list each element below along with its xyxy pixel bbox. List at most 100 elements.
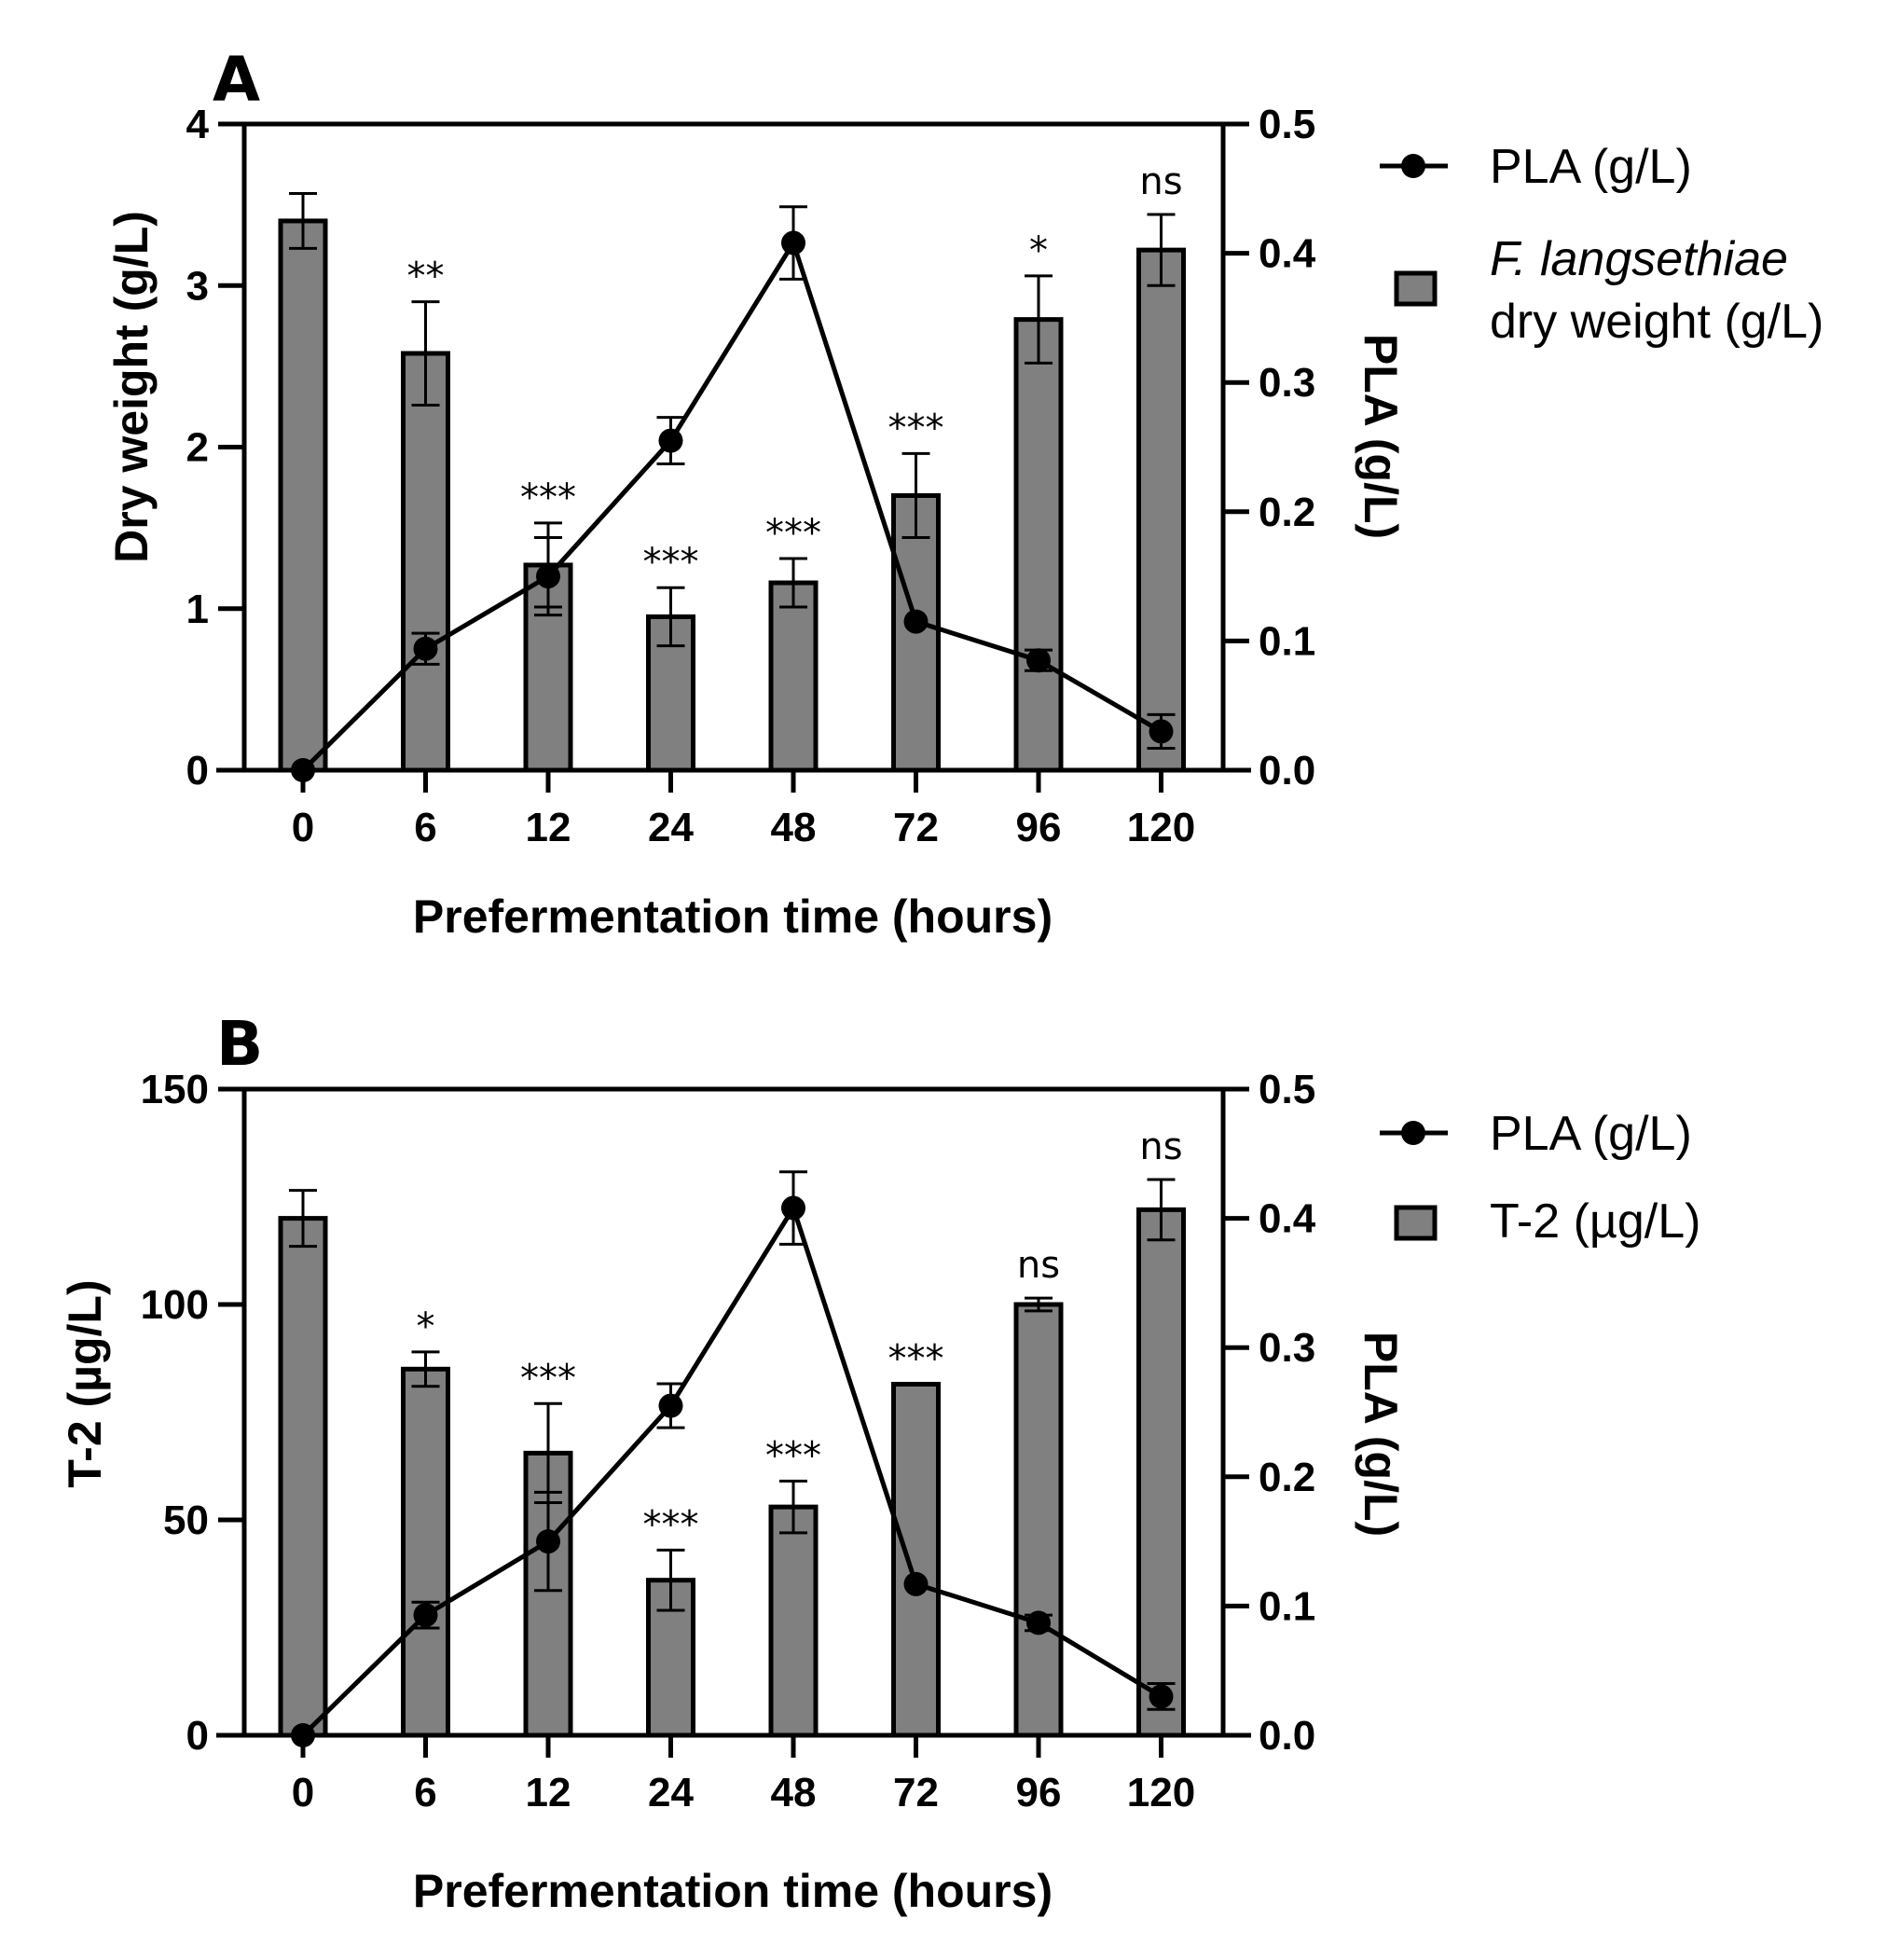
chart-b-bar-48 [768,1504,819,1738]
chart-a-significance-48: *** [765,512,821,555]
chart-b-significance-120: ns [1139,1125,1182,1168]
chart-a-y2-axis-label: PLA (g/L) [1355,334,1407,539]
chart-a-pla-polyline [301,237,1163,772]
chart-b-pla-line [291,1170,1176,1747]
chart-a-y2-tick-label: 0.0 [1259,748,1315,794]
panel-b: B 0 50 100 150 0.0 0.1 0.2 0.3 0.4 0.5 0 6 12 24 48 72 9… [0,965,1899,1945]
chart-a-bar-errors [289,191,1176,648]
chart-a-bar-error-24 [656,586,685,648]
chart-a-bar-error-120 [1147,213,1176,287]
chart-b-bar-error-0 [289,1189,317,1249]
chart-a-y-axis-label: Dry weight (g/L) [105,211,158,563]
chart-a-pla-point-48 [781,230,805,255]
chart-b-significance-6: * [417,1305,435,1348]
chart-a-significance-6: ** [407,255,445,298]
chart-a-bars [278,218,1186,773]
chart-a-bar-error-96 [1025,274,1053,365]
chart-b-bar-120 [1136,1207,1186,1738]
chart-b-x-axis-label: Prefermentation time (hours) [413,1865,1053,1917]
chart-a-bar-96 [1013,317,1064,773]
chart-b-svg: B 0 50 100 150 0.0 0.1 0.2 0.3 0.4 0.5 0 6 12 24 48 72 9… [59,1008,1700,1917]
chart-b-bar-error-6 [411,1350,440,1388]
chart-b-pla-point-12 [536,1529,560,1554]
chart-a-bar-error-72 [901,451,930,540]
chart-b-significance-72: *** [888,1337,944,1380]
panel-a: A 0 1 2 3 4 0.0 0.1 0.2 0.3 0.4 0.5 0 6 12 24 48 72 96 120… [105,44,1823,943]
chart-b-y2-tick-label: 0.4 [1259,1196,1316,1242]
chart-a-bar-6 [401,351,450,773]
chart-b-y2-tick-label: 0.5 [1259,1067,1315,1112]
chart-a-y-tick-label: 3 [186,263,209,309]
chart-a-pla-line [291,205,1176,782]
legend-a-bar-swatch [1394,270,1438,307]
chart-a-pla-point-24 [658,428,683,453]
chart-a-x-tick-label-6: 6 [414,805,436,850]
chart-b-bar-96 [1013,1302,1064,1738]
chart-b-x-tick-label-96: 96 [1016,1770,1062,1815]
chart-b-y-tick-label: 150 [141,1067,209,1112]
chart-b-y2-tick-label: 0.0 [1259,1713,1315,1759]
panel-b-label: B [216,1008,263,1080]
chart-b-legend: PLA (g/L) T-2 (µg/L) [1380,1107,1700,1249]
chart-a-bar-error-48 [779,557,807,609]
chart-b-y-tick-label: 0 [186,1713,209,1759]
chart-b-x-tick-label-48: 48 [771,1770,817,1815]
chart-b-significance-48: *** [765,1434,821,1477]
chart-b-x-tick-label-120: 120 [1127,1770,1195,1815]
chart-a-pla-point-72 [903,609,929,634]
chart-a-x-tick-label-0: 0 [292,805,314,850]
chart-b-pla-point-24 [658,1393,683,1418]
chart-a-legend: PLA (g/L) F. langsethiae dry weight (g/L… [1380,140,1823,349]
chart-a-x-axis-label: Prefermentation time (hours) [413,890,1053,943]
chart-b-y-axis-label: T-2 (µg/L) [59,1279,111,1487]
chart-a-pla-point-120 [1149,719,1174,744]
chart-a-significance-24: *** [643,541,699,584]
legend-a-line-label: PLA (g/L) [1490,140,1692,194]
chart-a-y2-tick-label: 0.5 [1259,102,1315,147]
chart-a-x-tick-label-72: 72 [893,805,939,850]
chart-a-x-tick-label-24: 24 [648,805,694,850]
chart-b-x-tick-label-24: 24 [648,1770,694,1815]
legend-b-line-label: PLA (g/L) [1490,1107,1692,1161]
chart-b-bar-error-48 [779,1479,807,1535]
chart-b-significance-24: *** [643,1503,699,1546]
chart-b-pla-polyline [301,1202,1163,1737]
chart-a-significance-120: ns [1139,160,1182,203]
chart-a-significance-96: * [1029,229,1048,272]
chart-a-x-tick-label-120: 120 [1127,805,1195,850]
chart-b-bar-error-24 [656,1548,685,1612]
chart-a-significance-12: *** [520,476,576,519]
chart-a-significance-72: *** [888,407,944,449]
chart-b-bar-6 [401,1366,450,1738]
chart-a-pla-point-12 [536,564,560,589]
chart-b-bar-72 [891,1381,941,1738]
chart-a-pla-point-96 [1026,648,1051,673]
chart-a-y-tick-label: 1 [186,587,209,632]
chart-b-y2-axis-label: PLA (g/L) [1355,1332,1407,1537]
chart-a-pla-point-6 [413,636,438,661]
chart-a-y-tick-label: 0 [186,748,209,794]
chart-b-x-tick-label-0: 0 [292,1770,314,1815]
chart-a-x-tick-label-12: 12 [526,805,571,850]
chart-a-bar-error-0 [289,191,317,250]
chart-b-x-tick-label-72: 72 [893,1770,939,1815]
chart-a-y2-tick-label: 0.3 [1259,360,1315,406]
chart-a-y-tick-label: 2 [186,425,209,471]
chart-a-y2-tick-label: 0.2 [1259,490,1315,535]
legend-b-point-marker [1401,1121,1425,1145]
chart-b-pla-point-120 [1149,1684,1174,1709]
chart-a-bar-48 [768,580,819,773]
chart-b-pla-point-6 [413,1603,438,1628]
chart-b-y2-tick-label: 0.3 [1259,1325,1315,1371]
legend-a-bar-label-italic: F. langsethiae [1490,232,1788,286]
chart-b-pla-point-48 [781,1195,805,1221]
chart-b-pla-point-72 [903,1571,929,1596]
panel-a-label: A [213,44,260,116]
chart-a-bar-120 [1136,247,1186,773]
chart-b-x-tick-label-12: 12 [526,1770,571,1815]
chart-b-y-tick-label: 50 [163,1498,209,1543]
chart-b-significance-96: ns [1017,1244,1060,1287]
